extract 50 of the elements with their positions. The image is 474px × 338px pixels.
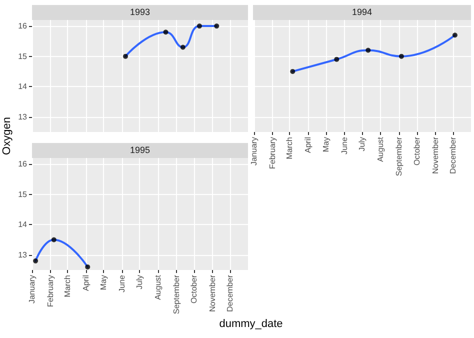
x-tick-label: June xyxy=(117,274,126,292)
x-tick-label: February xyxy=(268,137,277,170)
x-tick-label: January xyxy=(28,275,36,304)
x-tick-label: April xyxy=(81,274,90,292)
y-axis-title: Oxygen xyxy=(0,117,13,155)
point xyxy=(398,54,404,59)
y-tick-label: 14 xyxy=(18,82,28,92)
x-tick-label: February xyxy=(46,275,55,308)
x-tick-label: September xyxy=(172,274,181,314)
x-tick-label: March xyxy=(63,275,72,298)
x-tick-label: July xyxy=(135,275,144,290)
point xyxy=(214,24,220,29)
x-tick-label: December xyxy=(226,274,235,312)
y-tick-label: 14 xyxy=(18,220,28,230)
point xyxy=(290,68,296,74)
point xyxy=(180,44,186,50)
x-axis-title: dummy_date xyxy=(218,318,284,330)
y-tick-label: 13 xyxy=(18,250,28,260)
point xyxy=(452,32,458,38)
y-tick-label: 15 xyxy=(18,190,28,199)
y-tick-label: 16 xyxy=(18,160,28,169)
point xyxy=(163,30,168,35)
y-tick-label: 16 xyxy=(18,22,28,31)
chart-title: 1995 xyxy=(32,143,248,158)
x-tick-label: July xyxy=(358,137,367,152)
x-tick-label: April xyxy=(304,136,313,154)
point xyxy=(33,258,38,264)
x-tick-label: May xyxy=(99,275,108,290)
x-tick-label: May xyxy=(321,137,330,152)
chart-title: 1994 xyxy=(253,5,471,20)
x-tick-label: August xyxy=(154,274,163,300)
point xyxy=(334,56,340,62)
x-tick-label: December xyxy=(448,136,458,174)
point xyxy=(196,24,202,29)
x-tick-label: January xyxy=(250,137,258,166)
point xyxy=(85,264,90,270)
x-tick-label: November xyxy=(430,136,440,174)
chart-title: 1993 xyxy=(32,5,248,20)
point xyxy=(51,237,56,242)
x-tick-label: August xyxy=(376,136,386,162)
point xyxy=(366,48,371,53)
x-tick-label: September xyxy=(394,136,404,176)
x-tick-label: November xyxy=(208,274,217,312)
x-tick-label: October xyxy=(190,274,199,304)
point xyxy=(123,54,128,59)
y-tick-label: 15 xyxy=(18,52,28,61)
y-tick-label: 13 xyxy=(18,112,28,122)
x-tick-label: June xyxy=(340,136,349,154)
x-tick-label: October xyxy=(412,136,422,166)
x-tick-label: March xyxy=(285,137,294,160)
